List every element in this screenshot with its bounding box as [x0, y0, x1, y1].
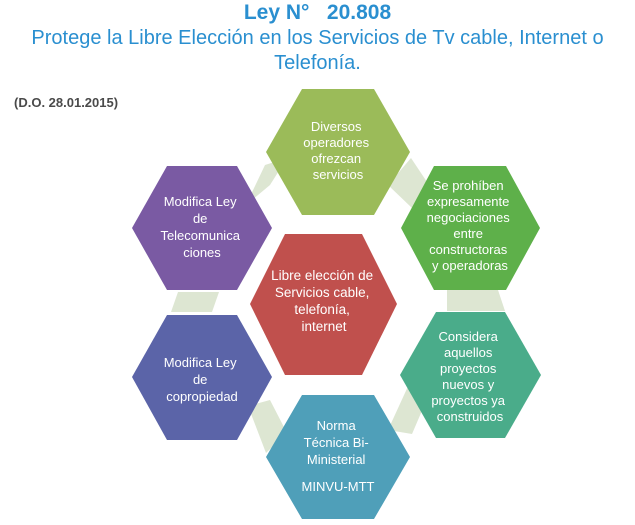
hexagon-prohiben-line: y operadoras [432, 258, 508, 273]
hexagon-copropiedad-line: Modifica Ley [164, 355, 237, 370]
hexagon-norma-line: Ministerial [307, 452, 366, 467]
hexagon-considera-line: nuevos y [442, 377, 495, 392]
hexagon-diversos-operadores: Diversos operadores ofrezcan servicios [266, 89, 410, 215]
hexagon-norma-line: Técnica Bi- [304, 435, 369, 450]
hexagon-diversos-shape [266, 89, 410, 215]
hexagon-copropiedad-line: copropiedad [166, 389, 238, 404]
hexagon-norma-line: Norma [317, 418, 357, 433]
hexagon-modifica-telecomunicaciones: Modifica Ley de Telecomunica ciones [132, 166, 272, 290]
hexagon-modifica-copropiedad: Modifica Ley de copropiedad [132, 315, 272, 440]
hexagon-prohiben-line: expresamente [427, 194, 509, 209]
hexagon-telecom-line: de [193, 211, 207, 226]
hexagon-diversos-line: ofrezcan [311, 151, 361, 166]
connector-prohiben-considera [447, 290, 505, 311]
connector-copropiedad-telecom [171, 292, 219, 312]
hexagon-norma-label: Norma Técnica Bi- Ministerial MINVU-MTT [302, 418, 375, 494]
hexagon-diversos-label: Diversos operadores ofrezcan servicios [303, 119, 372, 182]
hexagon-telecom-line: Telecomunica [160, 228, 240, 243]
publication-date: (D.O. 28.01.2015) [14, 95, 119, 110]
hexagon-center-label: Libre elección de Servicios cable, telef… [271, 268, 377, 334]
hexagon-considera-line: proyectos [440, 361, 497, 376]
hexagon-center: Libre elección de Servicios cable, telef… [250, 234, 397, 375]
hexagon-center-line: internet [301, 319, 346, 334]
hexagon-diversos-line: servicios [313, 167, 364, 182]
law-subtitle: Protege la Libre Elección en los Servici… [31, 27, 604, 74]
hexagon-copropiedad-label: Modifica Ley de copropiedad [164, 355, 241, 404]
hexagon-norma-shape [266, 395, 410, 519]
hexagon-considera-line: construidos [437, 409, 504, 424]
hexagon-norma-tecnica: Norma Técnica Bi- Ministerial MINVU-MTT [266, 395, 410, 519]
hexagon-center-line: Libre elección de [271, 268, 373, 283]
hexagon-considera-line: Considera [439, 329, 499, 344]
hexagon-telecom-shape [132, 166, 272, 290]
hexagon-center-line: Servicios cable, [275, 285, 370, 300]
hexagon-telecom-line: Modifica Ley [164, 194, 237, 209]
hexagon-center-shape [250, 234, 397, 375]
hexagon-considera-shape [400, 312, 541, 438]
hexagon-prohiben-line: constructoras [429, 242, 508, 257]
hexagon-considera-line: aquellos [444, 345, 493, 360]
hexagon-prohiben-line: negociaciones [427, 210, 511, 225]
hexagon-center-line: telefonía, [294, 302, 350, 317]
hexagon-considera-line: proyectos ya [431, 393, 505, 408]
hexagon-diversos-line: operadores [303, 135, 369, 150]
hexagon-considera-proyectos: Considera aquellos proyectos nuevos y pr… [400, 312, 541, 438]
hexagon-telecom-label: Modifica Ley de Telecomunica ciones [160, 194, 243, 260]
hexagon-diversos-line: Diversos [311, 119, 362, 134]
hexagon-copropiedad-shape [132, 315, 272, 440]
hexagon-copropiedad-line: de [193, 372, 207, 387]
hexagon-prohiben-label: Se prohíben expresamente negociaciones e… [427, 178, 514, 273]
hexagon-norma-line: MINVU-MTT [302, 479, 375, 494]
hexagon-telecom-line: ciones [183, 245, 221, 260]
hexagon-prohiben-line: entre [453, 226, 483, 241]
hexagon-considera-label: Considera aquellos proyectos nuevos y pr… [431, 329, 508, 424]
hexagon-prohiben-line: Se prohíben [433, 178, 504, 193]
hexagon-prohiben-shape [401, 166, 540, 290]
law-title: Ley N° 20.808 [243, 1, 392, 24]
hexagon-prohiben-negociaciones: Se prohíben expresamente negociaciones e… [401, 166, 540, 290]
